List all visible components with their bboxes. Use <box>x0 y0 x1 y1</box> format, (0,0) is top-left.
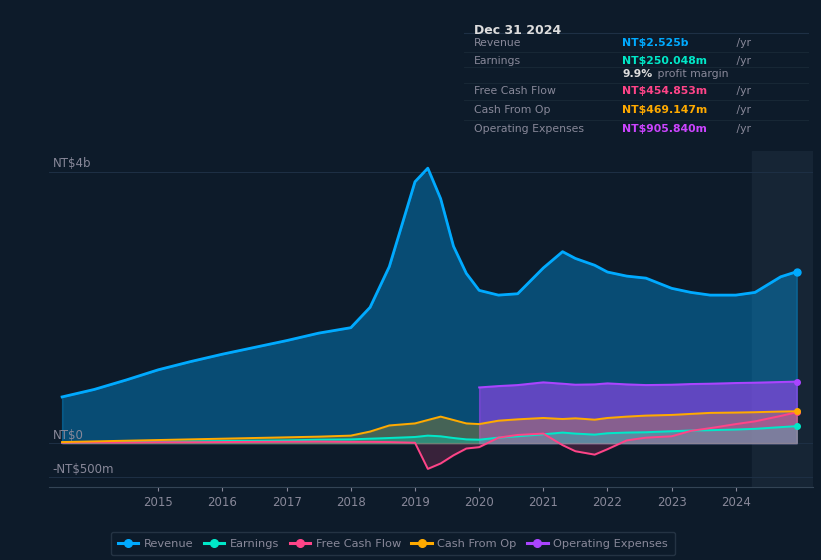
Text: /yr: /yr <box>733 38 751 48</box>
Text: Dec 31 2024: Dec 31 2024 <box>475 24 562 36</box>
Text: /yr: /yr <box>733 55 751 66</box>
Legend: Revenue, Earnings, Free Cash Flow, Cash From Op, Operating Expenses: Revenue, Earnings, Free Cash Flow, Cash … <box>111 532 675 556</box>
Text: /yr: /yr <box>733 86 751 96</box>
Text: Operating Expenses: Operating Expenses <box>475 124 585 134</box>
Text: NT$2.525b: NT$2.525b <box>622 38 689 48</box>
Bar <box>752 151 813 487</box>
Text: NT$0: NT$0 <box>53 430 84 442</box>
Text: 9.9%: 9.9% <box>622 69 653 80</box>
Text: Revenue: Revenue <box>475 38 521 48</box>
Text: /yr: /yr <box>733 124 751 134</box>
Text: NT$250.048m: NT$250.048m <box>622 55 708 66</box>
Text: Free Cash Flow: Free Cash Flow <box>475 86 556 96</box>
Text: NT$469.147m: NT$469.147m <box>622 105 708 115</box>
Text: Earnings: Earnings <box>475 55 521 66</box>
Text: -NT$500m: -NT$500m <box>53 463 114 477</box>
Text: NT$4b: NT$4b <box>53 157 91 170</box>
Text: NT$905.840m: NT$905.840m <box>622 124 708 134</box>
Text: profit margin: profit margin <box>654 69 728 80</box>
Text: NT$454.853m: NT$454.853m <box>622 86 708 96</box>
Text: /yr: /yr <box>733 105 751 115</box>
Text: Cash From Op: Cash From Op <box>475 105 551 115</box>
